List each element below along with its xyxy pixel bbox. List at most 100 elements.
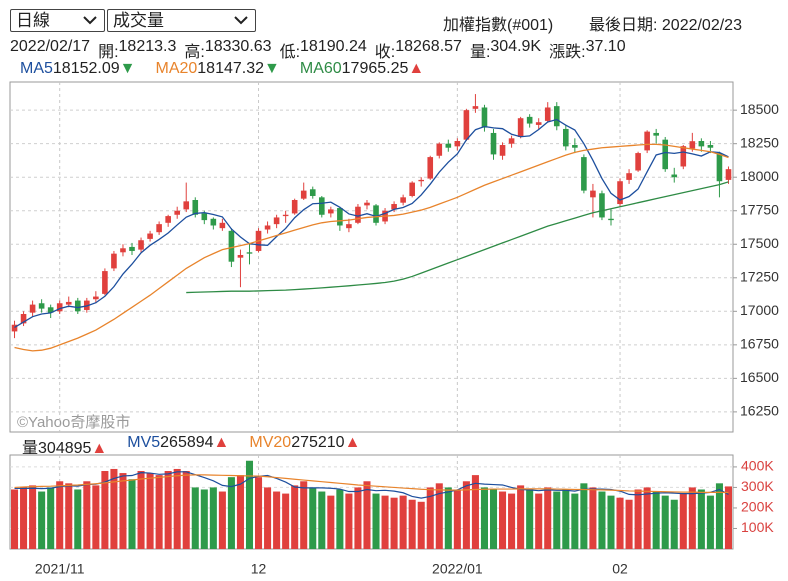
legend-trend: ▲ [344,434,361,451]
ma-line [14,143,729,352]
candle-body [409,182,415,196]
info-label: 高: [184,44,205,61]
indicator-label: 成交量 [113,11,164,30]
volume-bar [38,491,46,549]
volume-bar [200,489,208,549]
candle-body [237,254,244,258]
info-value: 37.10 [585,38,626,55]
candle-body [590,190,596,198]
price-legend: MA518152.09▼ MA2018147.32▼ MA6017965.25▲ [20,60,444,78]
y-tick-label: 16250 [740,403,779,419]
info-value: 18268.57 [395,38,462,55]
volume-bar [652,491,660,549]
candle-body [183,201,190,210]
volume-bar [372,493,380,549]
candle-body [246,252,253,254]
period-select[interactable]: 日線 [10,9,105,32]
volume-bar [535,493,543,549]
candle-body [445,143,452,148]
legend-item: MA6017965.25▲ [300,60,424,78]
candle-body [427,157,434,179]
candle-body [535,122,542,125]
candle-body [47,307,54,313]
legend-item: MV5265894▲ [127,434,229,458]
volume-bar [544,487,552,549]
y-tick-label: 16750 [740,336,779,352]
volume-bar [399,495,407,549]
volume-bar [363,481,371,549]
last-date: 最後日期: 2022/02/23 [589,17,742,34]
watermark: ©Yahoo奇摩股市 [17,413,130,431]
volume-bar [245,460,254,549]
volume-bar [173,468,181,549]
volume-bar [670,499,678,549]
volume-bar [300,481,308,549]
volume-bar [92,485,100,549]
y-tick-label: 16500 [740,369,779,385]
volume-bar [724,486,733,549]
legend-name: MA60 [299,60,342,77]
candle-body [626,173,632,180]
legend-name: MA5 [20,60,53,77]
volume-bar [661,495,669,549]
volume-bar [264,487,272,549]
volume-bar [291,485,299,549]
candle-body [138,240,144,250]
volume-bar [598,491,606,549]
candle-body [572,145,578,148]
volume-bar [517,485,525,549]
legend-trend: ▼ [264,60,280,77]
candle-body [129,246,135,251]
volume-bar [56,481,64,549]
candle-body [156,224,162,233]
candle-body [553,106,560,127]
legend-item: 量304895▲ [22,434,107,458]
candle-body [499,145,506,156]
candle-body [707,145,714,148]
legend-value: 17965.25 [341,60,409,77]
candle-body [617,181,623,205]
y-tick-label: 18000 [740,168,779,184]
volume-bar [282,493,290,549]
ma-line [14,118,729,328]
candle-body [581,157,587,191]
indicator-select[interactable]: 成交量 [107,9,256,32]
y-tick-label: 17500 [740,235,779,251]
period-label: 日線 [16,11,50,30]
candle-body [544,107,551,121]
y-tick-label: 100K [741,519,774,535]
y-tick-label: 17750 [740,201,779,217]
candle-body [490,132,497,155]
candle-body [291,200,298,214]
volume-bar [10,489,19,549]
volume-bar [480,487,488,549]
info-value: 304.9K [490,38,542,55]
volume-bar [318,491,326,549]
x-tick-label: 12 [251,561,267,577]
volume-bar [643,487,651,549]
candle-body [228,230,235,262]
volume-bar [616,497,624,549]
candle-body [264,225,271,230]
candle-body [282,214,289,217]
candle-body [454,141,461,147]
candle-body [201,213,208,221]
volume-bar [589,487,597,549]
candle-body [481,107,488,128]
y-tick-label: 18500 [740,101,779,117]
volume-bar [489,489,498,549]
volume-bar [155,475,163,549]
y-tick-label: 17000 [740,302,779,318]
volume-bar [128,479,136,549]
legend-trend: ▲ [408,60,425,77]
candle-body [716,153,723,182]
info-label: 收: [374,44,396,61]
volume-bar [625,499,633,549]
y-tick-label: 18250 [740,134,779,150]
volume-bar [29,485,37,549]
legend-name: MV5 [127,434,161,451]
volume-bar [227,477,235,549]
volume-bar [273,491,281,549]
candle-body [400,197,406,203]
